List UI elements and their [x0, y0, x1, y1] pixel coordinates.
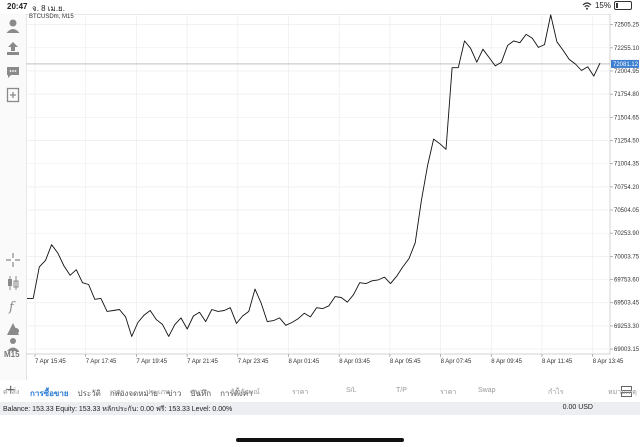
- column-header-3: ขนาด: [190, 389, 209, 396]
- battery-fill: [616, 3, 618, 8]
- y-tick-label: 70754.20: [614, 185, 640, 191]
- x-tick-label: 7 Apr 23:45: [238, 359, 269, 365]
- status-time: 20:47: [7, 2, 28, 11]
- objects-icon[interactable]: [4, 320, 22, 338]
- status-right: 15%: [582, 1, 632, 10]
- balance-text: Balance: 153.33 Equity: 153.33 หลักประกั…: [3, 406, 233, 413]
- x-tick-label: 8 Apr 07:45: [441, 359, 472, 365]
- symbol-label: BTCUSDm, M15: [29, 14, 74, 20]
- y-tick-label: 70504.05: [614, 208, 640, 214]
- status-date: จ. 8 เม.ย.: [32, 4, 65, 13]
- tab-3[interactable]: ข่าว: [166, 389, 182, 398]
- x-tick-label: 7 Apr 21:45: [187, 359, 218, 365]
- y-tick-label: 69003.15: [614, 347, 640, 353]
- y-tick-label: 71504.65: [614, 115, 640, 121]
- y-tick-label: 70253.90: [614, 231, 640, 237]
- y-tick-label: 72505.25: [614, 23, 640, 29]
- templates-icon[interactable]: [4, 335, 22, 353]
- chat-icon[interactable]: [4, 63, 22, 81]
- layout-icon[interactable]: [621, 386, 632, 397]
- y-tick-label: 70003.75: [614, 254, 640, 260]
- y-tick-label: 71004.35: [614, 162, 640, 168]
- profit-total: 0.00 USD: [562, 404, 593, 411]
- column-header-5: ราคา: [292, 389, 309, 396]
- x-tick-label: 7 Apr 17:45: [86, 359, 117, 365]
- crosshair-icon[interactable]: [4, 251, 22, 269]
- indicators-icon[interactable]: f: [4, 297, 22, 315]
- column-header-10: กำไร: [548, 389, 564, 396]
- chart-canvas[interactable]: 7 Apr 15:45 7 Apr 17:45 7 Apr 19:45 7 Apr 2…: [26, 14, 640, 382]
- candlestick-icon[interactable]: [4, 274, 22, 292]
- wifi-icon: [582, 1, 592, 10]
- x-tick-label: 8 Apr 01:45: [289, 359, 320, 365]
- current-price-box: [611, 59, 639, 68]
- home-indicator: [236, 438, 404, 442]
- tab-4[interactable]: บันทึก: [190, 389, 212, 398]
- account-icon[interactable]: [4, 17, 22, 35]
- y-tick-label: 71754.80: [614, 92, 640, 98]
- x-tick-label: 8 Apr 05:45: [390, 359, 421, 365]
- timeframe-button[interactable]: M15: [4, 350, 20, 359]
- y-tick-label: 72255.10: [614, 46, 640, 52]
- column-header-1: เวลา: [110, 389, 125, 396]
- add-icon[interactable]: +: [6, 382, 16, 399]
- column-header-8: ราคา: [440, 389, 457, 396]
- price-chart[interactable]: 7 Apr 15:45 7 Apr 17:45 7 Apr 19:45 7 Apr 2…: [26, 14, 640, 382]
- y-tick-label: 71254.50: [614, 139, 640, 145]
- x-tick-label: 7 Apr 15:45: [35, 359, 66, 365]
- y-tick-label: 72004.95: [614, 69, 640, 75]
- x-tick-label: 8 Apr 03:45: [339, 359, 370, 365]
- x-tick-label: 8 Apr 13:45: [593, 359, 624, 365]
- left-toolbar: f M15: [0, 14, 27, 380]
- battery-percent: 15%: [594, 1, 611, 10]
- tab-1[interactable]: ประวัติ: [77, 389, 101, 398]
- y-tick-label: 69753.60: [614, 278, 640, 284]
- battery-icon: [614, 1, 632, 10]
- column-header-2: ประเภท: [146, 389, 170, 396]
- column-header-7: T/P: [396, 387, 407, 394]
- balance-bar: Balance: 153.33 Equity: 153.33 หลักประกั…: [0, 402, 640, 415]
- terminal-columns: คำสั่ง เวลา ประเภท ขนาด สัญลักษณ์ ราคา S/L T/P ร…: [0, 385, 640, 398]
- y-tick-label: 69253.30: [614, 324, 640, 330]
- price-series-line: [27, 14, 601, 337]
- tab-5[interactable]: การตั้งค่า: [220, 389, 253, 398]
- x-tick-label: 8 Apr 11:45: [542, 359, 573, 365]
- column-header-4: สัญลักษณ์: [230, 389, 260, 396]
- terminal-tab-bar: + การซื้อขาย ประวัติ กล่องจดหมาย ข่าว บันทึก…: [0, 382, 640, 402]
- trade-arrows-icon[interactable]: [4, 40, 22, 58]
- column-header-0: คำสั่ง: [3, 389, 20, 396]
- column-header-9: Swap: [478, 387, 496, 394]
- current-price-label: 72081.12: [613, 62, 639, 68]
- x-tick-label: 8 Apr 09:45: [491, 359, 522, 365]
- new-order-icon[interactable]: [4, 86, 22, 104]
- terminal-tabs: การซื้อขาย ประวัติ กล่องจดหมาย ข่าว บันทึก กา…: [30, 387, 253, 400]
- tab-2[interactable]: กล่องจดหมาย: [109, 389, 158, 398]
- column-header-11: หมายเหตุ: [608, 389, 637, 396]
- svg-text:f: f: [8, 300, 16, 314]
- y-tick-label: 69503.45: [614, 301, 640, 307]
- column-header-6: S/L: [346, 387, 357, 394]
- status-bar: 20:47 จ. 8 เม.ย. 15%: [0, 0, 640, 14]
- x-tick-label: 7 Apr 19:45: [136, 359, 167, 365]
- tab-0[interactable]: การซื้อขาย: [30, 389, 69, 398]
